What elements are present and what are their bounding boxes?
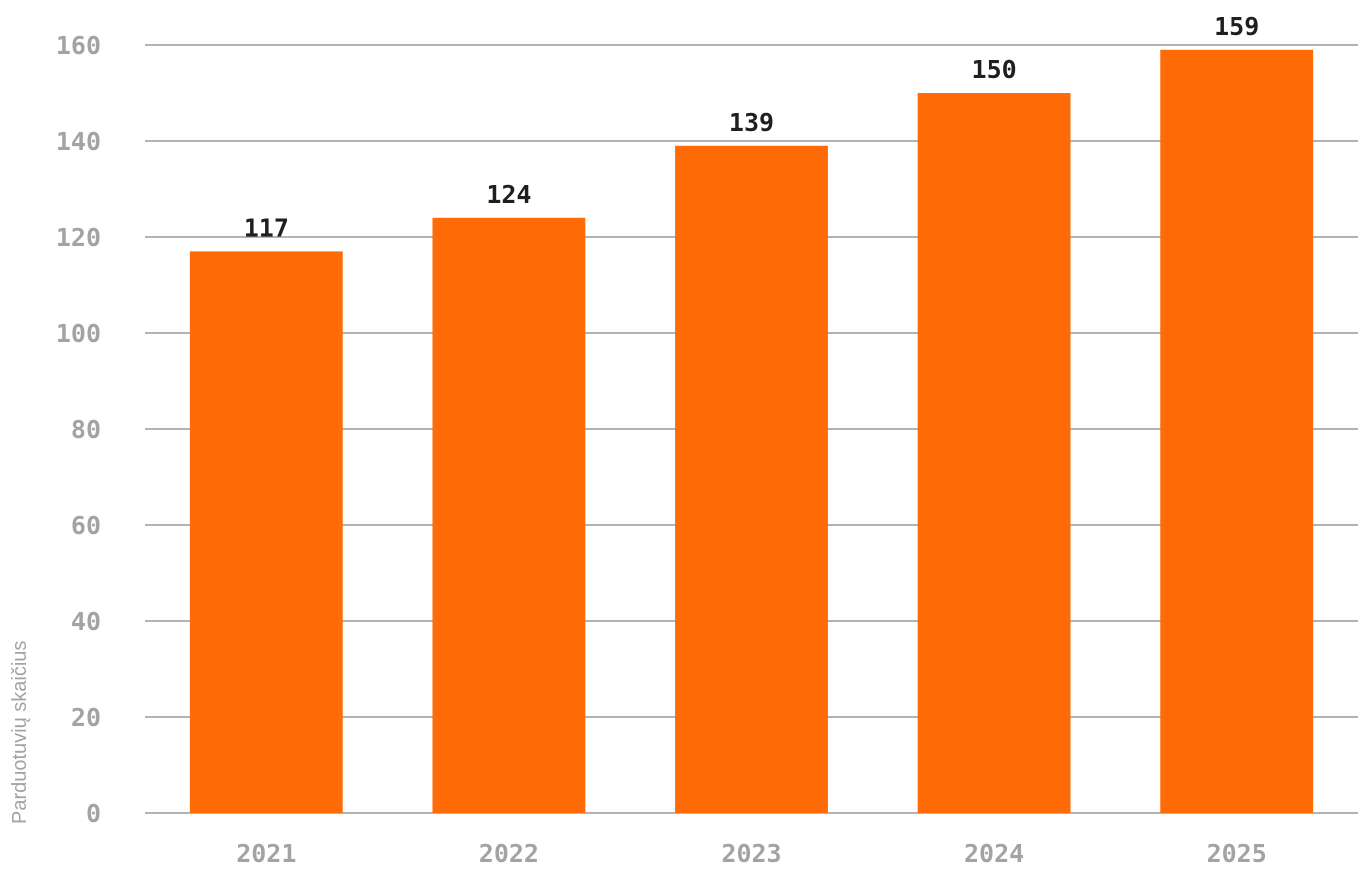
x-tick-label: 2025 xyxy=(1207,839,1267,868)
data-label: 150 xyxy=(972,55,1017,84)
y-tick-label: 20 xyxy=(71,703,101,732)
bar-2023 xyxy=(675,145,828,814)
x-tick-label: 2022 xyxy=(479,839,539,868)
y-tick-label: 160 xyxy=(56,31,101,60)
x-axis-ticks: 2021 2022 2023 2024 2025 xyxy=(236,839,1267,868)
y-axis-ticks: 0 20 40 60 80 100 120 140 160 xyxy=(56,31,101,828)
y-tick-label: 100 xyxy=(56,319,101,348)
x-tick-label: 2024 xyxy=(964,839,1024,868)
x-tick-label: 2021 xyxy=(236,839,296,868)
bars xyxy=(189,49,1314,814)
data-label: 139 xyxy=(729,108,774,137)
y-tick-label: 0 xyxy=(86,799,101,828)
x-tick-label: 2023 xyxy=(721,839,781,868)
bar-2024 xyxy=(917,93,1071,813)
y-tick-label: 60 xyxy=(71,511,101,540)
y-tick-label: 140 xyxy=(56,127,101,156)
data-labels: 117 124 139 150 159 xyxy=(244,12,1260,243)
data-label: 159 xyxy=(1214,12,1259,41)
y-tick-label: 120 xyxy=(56,223,101,252)
y-tick-label: 80 xyxy=(71,415,101,444)
bar-2025 xyxy=(1160,49,1314,814)
data-label: 117 xyxy=(244,213,289,242)
bar-2021 xyxy=(189,251,343,813)
data-label: 124 xyxy=(486,180,531,209)
y-axis-title: Parduotuvių skaičius xyxy=(9,641,31,824)
bar-2022 xyxy=(432,217,586,814)
y-tick-label: 40 xyxy=(71,607,101,636)
